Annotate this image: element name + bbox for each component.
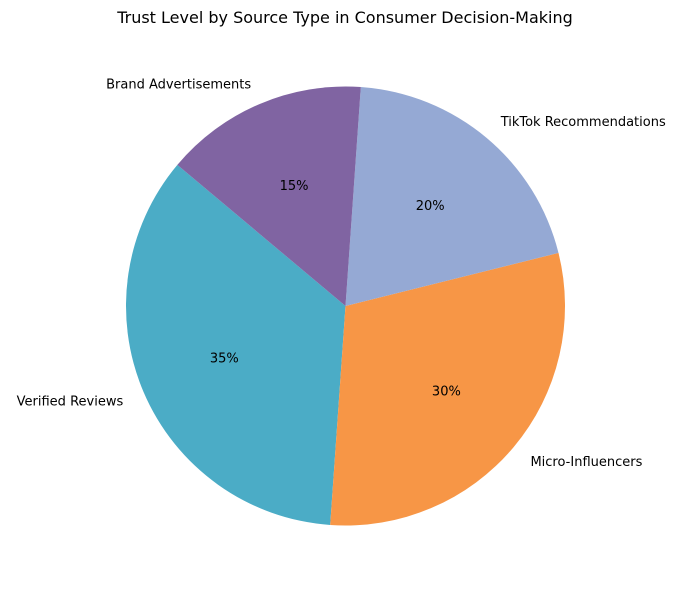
chart-title: Trust Level by Source Type in Consumer D…	[116, 8, 573, 27]
slice-label: Micro-Influencers	[530, 455, 642, 470]
percent-label: 15%	[280, 179, 309, 194]
pie-slice-micro-influencers	[330, 252, 565, 526]
slice-label: TikTok Recommendations	[500, 115, 666, 130]
pie-slice-verified-reviews	[125, 164, 346, 525]
percent-label: 20%	[416, 199, 445, 214]
pie-slice-tiktok-recommendations	[345, 87, 559, 306]
slice-label: Brand Advertisements	[106, 78, 251, 93]
percent-label: 30%	[432, 385, 461, 400]
pie-slice-brand-advertisements	[177, 86, 361, 306]
percent-label: 35%	[210, 351, 239, 366]
slice-label: Verified Reviews	[17, 394, 124, 409]
